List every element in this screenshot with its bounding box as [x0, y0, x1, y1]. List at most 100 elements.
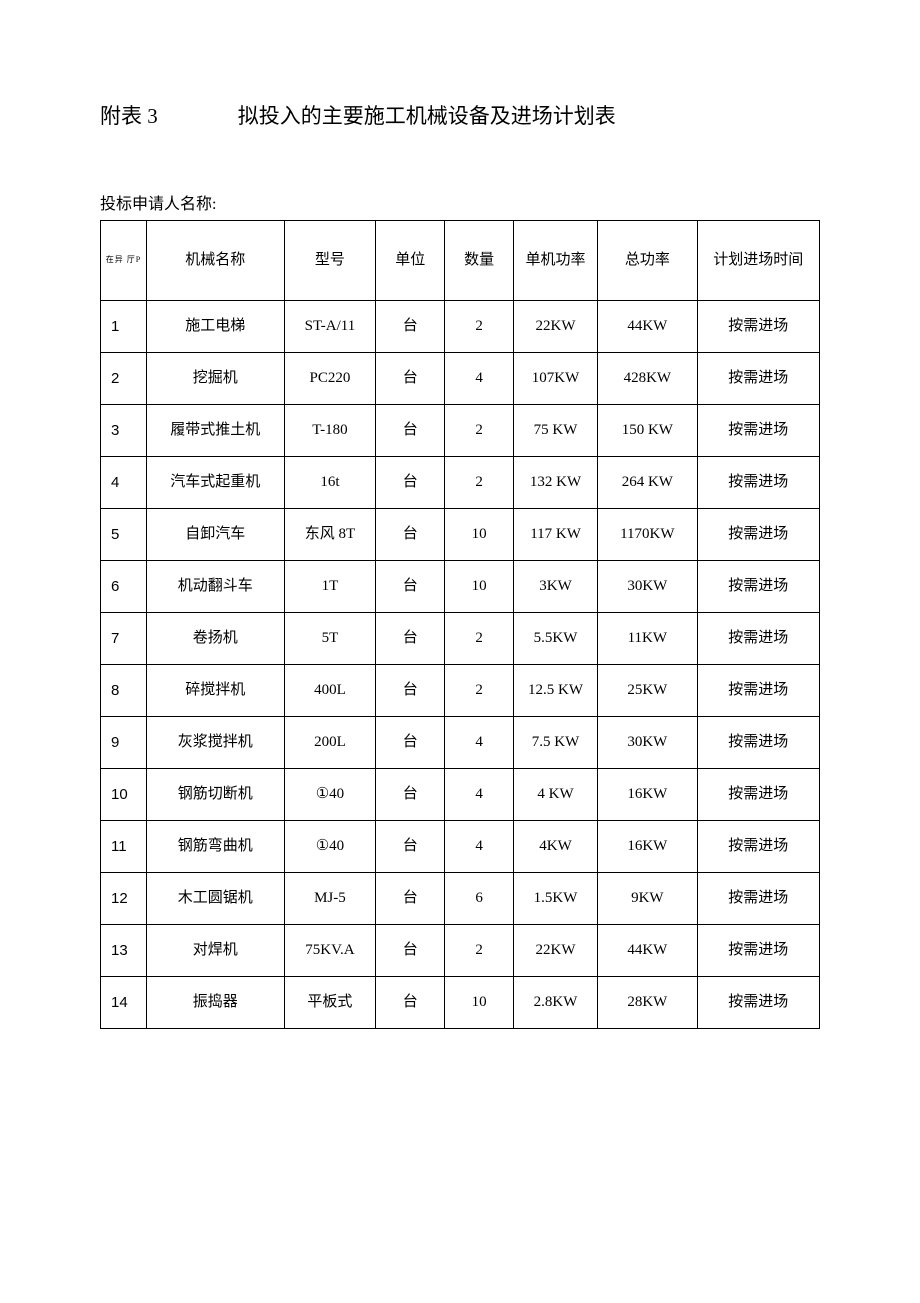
- cell-power: 12.5 KW: [513, 665, 597, 717]
- cell-name: 挖掘机: [146, 353, 284, 405]
- table-row: 10钢筋切断机①40台44 KW16KW按需进场: [101, 769, 820, 821]
- cell-model: T-180: [284, 405, 376, 457]
- cell-plan: 按需进场: [697, 509, 819, 561]
- cell-qty: 2: [445, 301, 514, 353]
- cell-plan: 按需进场: [697, 457, 819, 509]
- title-prefix: 附表 3: [100, 100, 158, 130]
- cell-plan: 按需进场: [697, 353, 819, 405]
- cell-name: 机动翻斗车: [146, 561, 284, 613]
- cell-total: 150 KW: [598, 405, 697, 457]
- cell-name: 自卸汽车: [146, 509, 284, 561]
- cell-name: 振捣器: [146, 977, 284, 1029]
- cell-seq: 12: [101, 873, 147, 925]
- cell-seq: 11: [101, 821, 147, 873]
- col-header-plan: 计划进场时间: [697, 221, 819, 301]
- cell-seq: 13: [101, 925, 147, 977]
- col-header-total: 总功率: [598, 221, 697, 301]
- col-header-qty: 数量: [445, 221, 514, 301]
- cell-model: ①40: [284, 769, 376, 821]
- cell-seq: 10: [101, 769, 147, 821]
- equipment-table: 在异 厅P机械名称型号单位数量单机功率总功率计划进场时间 1施工电梯ST-A/1…: [100, 220, 820, 1029]
- table-row: 13对焊机75KV.A台222KW44KW按需进场: [101, 925, 820, 977]
- cell-total: 16KW: [598, 821, 697, 873]
- table-row: 4汽车式起重机16t台2132 KW264 KW按需进场: [101, 457, 820, 509]
- cell-qty: 2: [445, 405, 514, 457]
- table-row: 1施工电梯ST-A/11台222KW44KW按需进场: [101, 301, 820, 353]
- cell-name: 汽车式起重机: [146, 457, 284, 509]
- cell-total: 25KW: [598, 665, 697, 717]
- cell-unit: 台: [376, 457, 445, 509]
- cell-total: 264 KW: [598, 457, 697, 509]
- cell-plan: 按需进场: [697, 301, 819, 353]
- table-row: 14振捣器平板式台102.8KW28KW按需进场: [101, 977, 820, 1029]
- cell-name: 对焊机: [146, 925, 284, 977]
- cell-seq: 1: [101, 301, 147, 353]
- cell-seq: 2: [101, 353, 147, 405]
- cell-unit: 台: [376, 873, 445, 925]
- cell-seq: 4: [101, 457, 147, 509]
- cell-total: 1170KW: [598, 509, 697, 561]
- title-main: 拟投入的主要施工机械设备及进场计划表: [238, 100, 616, 130]
- cell-model: 东风 8T: [284, 509, 376, 561]
- cell-total: 30KW: [598, 717, 697, 769]
- cell-plan: 按需进场: [697, 977, 819, 1029]
- cell-power: 117 KW: [513, 509, 597, 561]
- cell-power: 75 KW: [513, 405, 597, 457]
- cell-seq: 9: [101, 717, 147, 769]
- cell-qty: 10: [445, 977, 514, 1029]
- table-row: 8碎搅拌机400L台212.5 KW25KW按需进场: [101, 665, 820, 717]
- cell-unit: 台: [376, 769, 445, 821]
- table-body: 1施工电梯ST-A/11台222KW44KW按需进场2挖掘机PC220台4107…: [101, 301, 820, 1029]
- cell-seq: 3: [101, 405, 147, 457]
- cell-total: 28KW: [598, 977, 697, 1029]
- cell-plan: 按需进场: [697, 769, 819, 821]
- cell-seq: 14: [101, 977, 147, 1029]
- table-row: 11钢筋弯曲机①40台44KW16KW按需进场: [101, 821, 820, 873]
- cell-total: 9KW: [598, 873, 697, 925]
- cell-model: 200L: [284, 717, 376, 769]
- cell-total: 16KW: [598, 769, 697, 821]
- cell-qty: 4: [445, 821, 514, 873]
- cell-power: 5.5KW: [513, 613, 597, 665]
- cell-seq: 6: [101, 561, 147, 613]
- cell-model: 75KV.A: [284, 925, 376, 977]
- cell-plan: 按需进场: [697, 665, 819, 717]
- cell-qty: 10: [445, 561, 514, 613]
- cell-name: 钢筋切断机: [146, 769, 284, 821]
- cell-name: 碎搅拌机: [146, 665, 284, 717]
- cell-seq: 8: [101, 665, 147, 717]
- table-header-row: 在异 厅P机械名称型号单位数量单机功率总功率计划进场时间: [101, 221, 820, 301]
- cell-unit: 台: [376, 977, 445, 1029]
- table-row: 3履带式推土机T-180台275 KW150 KW按需进场: [101, 405, 820, 457]
- table-row: 12木工圆锯机MJ-5台61.5KW9KW按需进场: [101, 873, 820, 925]
- cell-model: 平板式: [284, 977, 376, 1029]
- col-header-name: 机械名称: [146, 221, 284, 301]
- cell-model: 16t: [284, 457, 376, 509]
- cell-power: 22KW: [513, 925, 597, 977]
- cell-qty: 2: [445, 925, 514, 977]
- cell-power: 4 KW: [513, 769, 597, 821]
- cell-unit: 台: [376, 353, 445, 405]
- cell-plan: 按需进场: [697, 613, 819, 665]
- cell-power: 2.8KW: [513, 977, 597, 1029]
- cell-unit: 台: [376, 665, 445, 717]
- col-header-model: 型号: [284, 221, 376, 301]
- cell-plan: 按需进场: [697, 873, 819, 925]
- table-row: 2挖掘机PC220台4107KW428KW按需进场: [101, 353, 820, 405]
- cell-total: 44KW: [598, 925, 697, 977]
- cell-plan: 按需进场: [697, 405, 819, 457]
- cell-plan: 按需进场: [697, 717, 819, 769]
- cell-model: 5T: [284, 613, 376, 665]
- cell-power: 22KW: [513, 301, 597, 353]
- cell-total: 11KW: [598, 613, 697, 665]
- cell-model: PC220: [284, 353, 376, 405]
- table-row: 7卷扬机5T台25.5KW11KW按需进场: [101, 613, 820, 665]
- cell-qty: 2: [445, 457, 514, 509]
- cell-unit: 台: [376, 301, 445, 353]
- cell-seq: 5: [101, 509, 147, 561]
- cell-name: 卷扬机: [146, 613, 284, 665]
- cell-plan: 按需进场: [697, 561, 819, 613]
- cell-qty: 6: [445, 873, 514, 925]
- cell-name: 灰浆搅拌机: [146, 717, 284, 769]
- cell-model: ①40: [284, 821, 376, 873]
